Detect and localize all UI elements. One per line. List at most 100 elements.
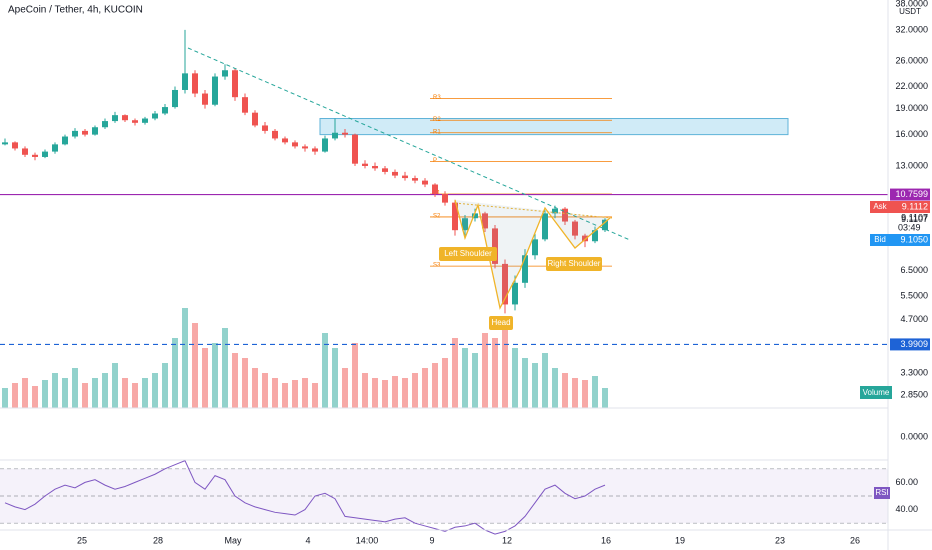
candle-body bbox=[312, 148, 318, 152]
candle-body bbox=[342, 132, 348, 135]
volume-bar bbox=[472, 353, 478, 408]
volume-bar bbox=[522, 358, 528, 408]
volume-bar bbox=[22, 378, 28, 408]
volume-bar bbox=[582, 380, 588, 408]
volume-bar bbox=[202, 348, 208, 408]
volume-bar bbox=[152, 373, 158, 408]
volume-bar bbox=[552, 368, 558, 408]
candle-body bbox=[362, 163, 368, 166]
volume-bar bbox=[12, 383, 18, 408]
candle-body bbox=[102, 121, 108, 128]
y-tick-label: 16.0000 bbox=[895, 129, 928, 139]
volume-bar bbox=[562, 373, 568, 408]
ask-tag bbox=[870, 201, 890, 213]
candle-body bbox=[252, 112, 258, 126]
candle-body bbox=[592, 230, 598, 242]
y-tick-label: 6.5000 bbox=[900, 265, 928, 275]
annotation-box bbox=[489, 316, 513, 330]
x-tick-label: May bbox=[224, 535, 242, 545]
volume-bar bbox=[462, 348, 468, 408]
bid-value: 9.1050 bbox=[900, 234, 928, 244]
volume-bar bbox=[322, 333, 328, 408]
candle-body bbox=[422, 180, 428, 185]
candle-body bbox=[292, 142, 298, 147]
pivot-label: S3 bbox=[433, 263, 441, 269]
volume-bar bbox=[452, 338, 458, 408]
y-tick-label: 26.0000 bbox=[895, 56, 928, 66]
candle-body bbox=[522, 255, 528, 283]
volume-bar bbox=[602, 388, 608, 408]
x-tick-label: 9 bbox=[429, 535, 434, 545]
trend-line bbox=[187, 47, 631, 241]
rsi-label: RSI bbox=[875, 488, 888, 497]
candle-body bbox=[352, 134, 358, 164]
volume-bar bbox=[312, 383, 318, 408]
candle-body bbox=[212, 76, 218, 105]
candle-body bbox=[182, 73, 188, 90]
volume-bar bbox=[422, 368, 428, 408]
bid-tag bbox=[870, 234, 890, 246]
candle-body bbox=[572, 221, 578, 236]
volume-bar bbox=[352, 343, 358, 408]
candle-body bbox=[12, 142, 18, 149]
candle-body bbox=[502, 263, 508, 305]
volume-bar bbox=[572, 378, 578, 408]
volume-bar bbox=[52, 373, 58, 408]
volume-bar bbox=[132, 383, 138, 408]
volume-bar bbox=[262, 373, 268, 408]
y-tick-label: 4.7000 bbox=[900, 314, 928, 324]
volume-bar bbox=[482, 333, 488, 408]
level-label: 3.9909 bbox=[900, 339, 928, 349]
x-tick-label: 16 bbox=[601, 535, 611, 545]
y-tick-label: 5.5000 bbox=[900, 290, 928, 300]
y-tick-label: 38.0000 bbox=[895, 0, 928, 8]
x-tick-label: 19 bbox=[675, 535, 685, 545]
volume-bar bbox=[222, 328, 228, 408]
rsi-line bbox=[4, 459, 606, 535]
candle-body bbox=[402, 175, 408, 179]
candle-body bbox=[552, 208, 558, 214]
currency: USDT bbox=[899, 7, 921, 16]
candle-body bbox=[482, 213, 488, 229]
candle-body bbox=[372, 165, 378, 169]
volume-bar bbox=[542, 353, 548, 408]
rsi-tick-label: 40.00 bbox=[895, 504, 918, 514]
candle-body bbox=[442, 194, 448, 203]
bid-value-tag bbox=[890, 234, 930, 246]
x-tick-label: 14:00 bbox=[356, 535, 379, 545]
candle-body bbox=[32, 154, 38, 157]
candle-body bbox=[492, 228, 498, 264]
x-tick-label: 4 bbox=[305, 535, 310, 545]
candle-body bbox=[532, 239, 538, 256]
volume-bar bbox=[82, 383, 88, 408]
candle-body bbox=[282, 138, 288, 143]
candle-body bbox=[322, 138, 328, 152]
plot-layer: R3R2R1PS1S2S3 bbox=[0, 29, 888, 535]
candle-body bbox=[602, 219, 608, 231]
rsi-tick-label: 60.00 bbox=[895, 477, 918, 487]
candle-body bbox=[132, 120, 138, 123]
volume-bar bbox=[362, 373, 368, 408]
candle-body bbox=[272, 130, 278, 139]
candle-body bbox=[452, 202, 458, 231]
volume-bar bbox=[192, 323, 198, 408]
candle-body bbox=[472, 213, 478, 219]
annotation-box bbox=[439, 247, 497, 261]
y-tick-label: 19.0000 bbox=[895, 103, 928, 113]
countdown: 03:49 bbox=[898, 222, 921, 232]
volume-bar bbox=[172, 338, 178, 408]
pivot-label: R3 bbox=[433, 95, 441, 101]
candle-body bbox=[82, 130, 88, 135]
volume-bar bbox=[492, 338, 498, 408]
volume-bar bbox=[512, 348, 518, 408]
volume-bar bbox=[42, 380, 48, 408]
candle-body bbox=[172, 89, 178, 108]
bid-label: Bid bbox=[874, 235, 886, 244]
candle-body bbox=[412, 178, 418, 181]
candle-body bbox=[222, 70, 228, 77]
pivot-label: R1 bbox=[433, 129, 441, 135]
volume-bar bbox=[342, 368, 348, 408]
volume-bar bbox=[92, 378, 98, 408]
annotation-box bbox=[546, 257, 602, 271]
